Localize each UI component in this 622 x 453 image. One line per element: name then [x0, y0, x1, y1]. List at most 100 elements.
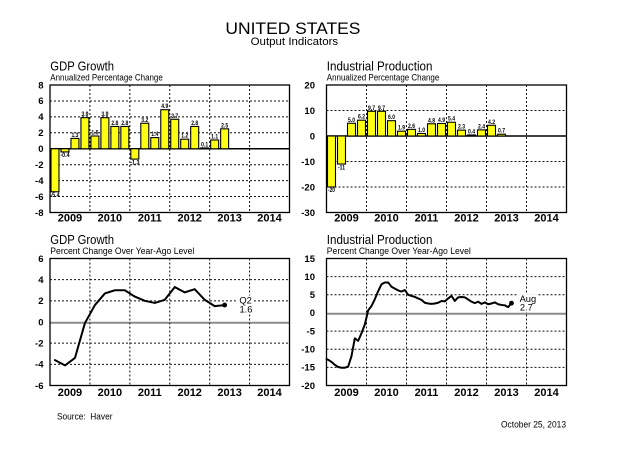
- svg-text:3.9: 3.9: [101, 112, 109, 118]
- svg-text:1.3: 1.3: [71, 133, 79, 139]
- svg-text:2012: 2012: [177, 213, 201, 225]
- svg-text:UNITED STATES: UNITED STATES: [225, 19, 360, 38]
- svg-text:2011: 2011: [138, 213, 162, 225]
- svg-text:2013: 2013: [217, 213, 241, 225]
- svg-text:2: 2: [38, 296, 43, 307]
- svg-text:0.7: 0.7: [498, 129, 506, 135]
- svg-text:2009: 2009: [58, 213, 82, 225]
- svg-text:-6: -6: [35, 381, 43, 392]
- svg-text:2.3: 2.3: [458, 125, 466, 131]
- svg-text:15: 15: [304, 254, 315, 265]
- svg-text:-0.4: -0.4: [60, 153, 70, 159]
- svg-text:Annualized Percentage Change: Annualized Percentage Change: [50, 72, 163, 83]
- svg-text:Percent Change Over Year-Ago L: Percent Change Over Year-Ago Level: [327, 246, 471, 257]
- svg-text:1.6: 1.6: [91, 131, 99, 137]
- svg-text:2: 2: [38, 128, 43, 139]
- svg-text:1.9: 1.9: [398, 126, 406, 132]
- svg-text:4.9: 4.9: [161, 104, 169, 110]
- svg-text:-4: -4: [35, 176, 44, 187]
- svg-text:2012: 2012: [454, 387, 478, 399]
- svg-text:-20: -20: [328, 188, 336, 194]
- svg-text:3.7: 3.7: [171, 114, 179, 120]
- svg-text:0.4: 0.4: [468, 129, 476, 135]
- svg-text:2012: 2012: [177, 387, 201, 399]
- svg-text:2014: 2014: [534, 387, 559, 399]
- svg-text:2013: 2013: [217, 387, 241, 399]
- svg-text:2010: 2010: [98, 387, 122, 399]
- svg-text:10: 10: [304, 272, 315, 283]
- svg-text:3.9: 3.9: [81, 112, 89, 118]
- svg-text:1.4: 1.4: [151, 132, 159, 138]
- svg-text:Q2: Q2: [239, 295, 251, 305]
- svg-text:4: 4: [38, 112, 44, 123]
- svg-text:Annualized Percentage Change: Annualized Percentage Change: [327, 72, 440, 83]
- svg-text:0: 0: [310, 131, 315, 142]
- svg-text:4.8: 4.8: [428, 118, 436, 124]
- svg-text:2014: 2014: [534, 213, 559, 225]
- svg-text:October 25, 2013: October 25, 2013: [501, 419, 566, 430]
- svg-text:2010: 2010: [98, 213, 122, 225]
- svg-text:6: 6: [38, 254, 43, 265]
- svg-text:2014: 2014: [257, 387, 282, 399]
- svg-text:8: 8: [38, 80, 43, 91]
- svg-text:1.1: 1.1: [211, 134, 219, 140]
- svg-text:-11: -11: [338, 165, 346, 171]
- svg-text:-5: -5: [307, 326, 316, 337]
- svg-text:2010: 2010: [374, 387, 398, 399]
- svg-text:1.6: 1.6: [240, 305, 253, 315]
- svg-text:-8: -8: [35, 208, 43, 219]
- svg-text:Source: Haver: Source: Haver: [57, 412, 113, 423]
- svg-text:Aug: Aug: [520, 294, 537, 304]
- svg-text:5: 5: [310, 290, 316, 301]
- svg-text:2.4: 2.4: [478, 124, 486, 130]
- svg-text:2013: 2013: [494, 213, 518, 225]
- svg-text:5.4: 5.4: [448, 117, 456, 123]
- svg-text:2013: 2013: [494, 387, 518, 399]
- svg-text:Industrial Production: Industrial Production: [327, 233, 433, 247]
- svg-text:Industrial Production: Industrial Production: [327, 59, 433, 73]
- svg-text:GDP Growth: GDP Growth: [50, 233, 114, 247]
- svg-text:-2: -2: [35, 160, 43, 171]
- svg-text:5.0: 5.0: [348, 118, 356, 124]
- svg-text:-10: -10: [301, 345, 315, 356]
- svg-text:4: 4: [38, 275, 44, 286]
- svg-text:-30: -30: [301, 208, 315, 219]
- svg-text:-20: -20: [301, 182, 315, 193]
- svg-text:2.5: 2.5: [221, 123, 229, 129]
- svg-text:0.1: 0.1: [201, 142, 209, 148]
- svg-text:GDP Growth: GDP Growth: [50, 59, 114, 73]
- svg-text:4.9: 4.9: [438, 118, 446, 124]
- svg-text:3.2: 3.2: [141, 118, 149, 124]
- svg-text:-4: -4: [35, 360, 44, 371]
- svg-text:1.2: 1.2: [181, 134, 189, 140]
- svg-text:2.8: 2.8: [111, 121, 119, 127]
- svg-text:2.6: 2.6: [408, 124, 416, 130]
- svg-text:9.7: 9.7: [368, 106, 376, 112]
- svg-text:1.0: 1.0: [418, 128, 426, 134]
- svg-text:2.7: 2.7: [520, 303, 533, 313]
- svg-text:2011: 2011: [415, 213, 439, 225]
- svg-text:0: 0: [38, 317, 43, 328]
- svg-text:-1.3: -1.3: [130, 160, 140, 166]
- svg-text:2009: 2009: [334, 387, 358, 399]
- svg-text:4.2: 4.2: [488, 120, 496, 126]
- svg-text:-15: -15: [301, 363, 315, 374]
- svg-text:2014: 2014: [257, 213, 282, 225]
- svg-text:-6: -6: [35, 192, 43, 203]
- svg-text:2011: 2011: [138, 387, 162, 399]
- svg-text:2.8: 2.8: [191, 121, 199, 127]
- svg-text:-5.4: -5.4: [50, 193, 60, 199]
- svg-text:0: 0: [310, 308, 315, 319]
- svg-text:6.0: 6.0: [388, 115, 396, 121]
- svg-text:-10: -10: [301, 157, 315, 168]
- svg-text:0: 0: [38, 144, 43, 155]
- svg-text:2.8: 2.8: [121, 121, 129, 127]
- svg-text:2009: 2009: [334, 213, 358, 225]
- svg-text:2011: 2011: [415, 387, 439, 399]
- svg-text:-2: -2: [35, 338, 43, 349]
- svg-text:10: 10: [304, 106, 315, 117]
- svg-text:-20: -20: [301, 381, 315, 392]
- svg-text:Percent Change Over Year-Ago L: Percent Change Over Year-Ago Level: [50, 246, 194, 257]
- svg-text:6.2: 6.2: [358, 115, 366, 121]
- svg-text:20: 20: [304, 80, 315, 91]
